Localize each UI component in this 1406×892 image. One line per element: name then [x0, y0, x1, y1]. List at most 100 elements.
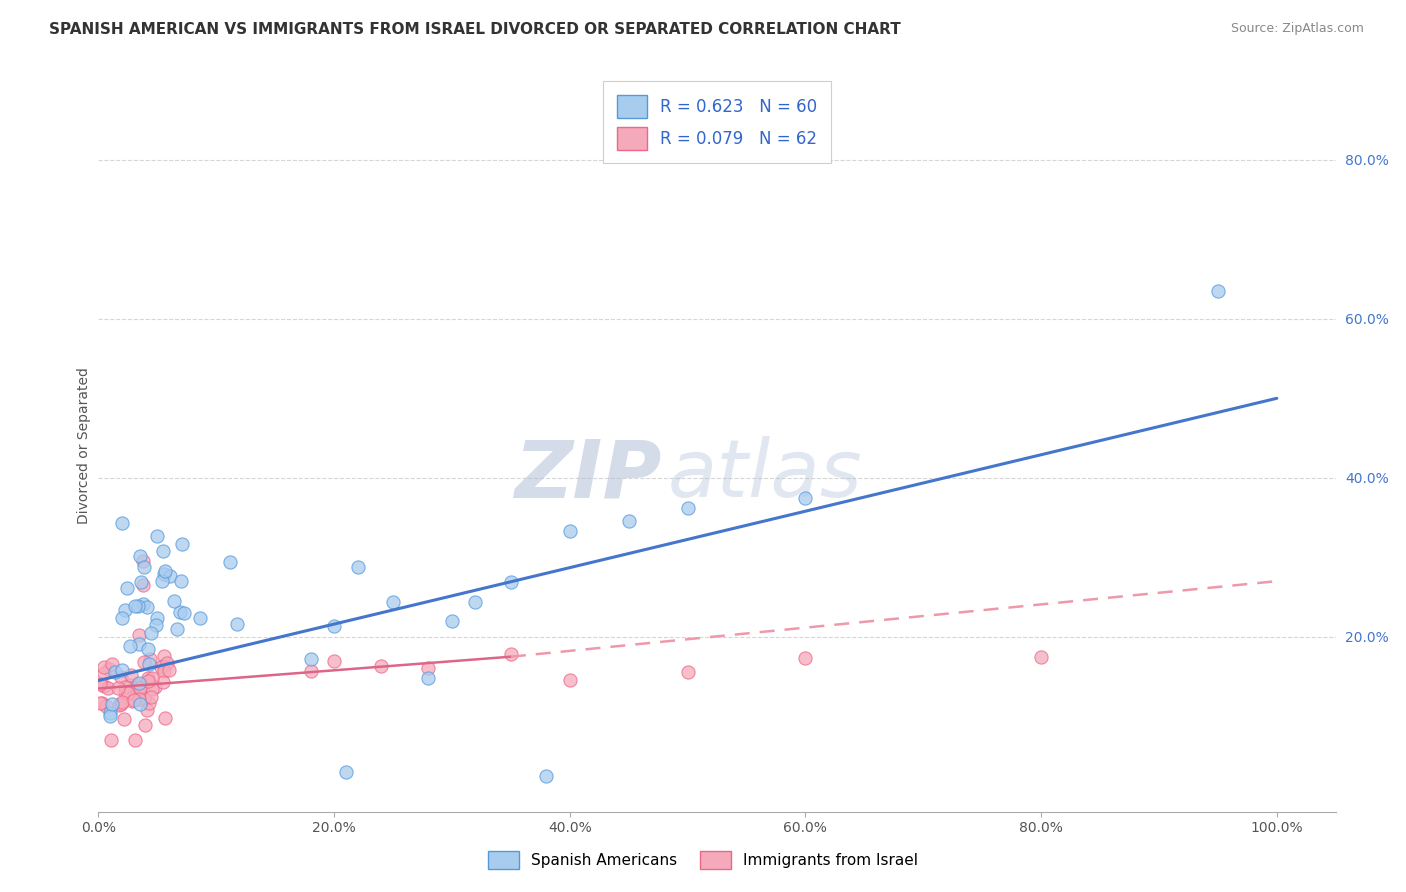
Point [91, 696, 114, 710]
Point [127, 680, 149, 694]
Text: Source: ZipAtlas.com: Source: ZipAtlas.com [1230, 22, 1364, 36]
Point [132, 554, 155, 568]
Point [150, 660, 173, 674]
Point [120, 667, 142, 681]
Point [558, 524, 581, 539]
Point [128, 628, 150, 642]
Point [111, 516, 134, 531]
Point [93, 660, 115, 674]
Point [166, 622, 188, 636]
Point [335, 764, 357, 779]
Point [499, 648, 522, 662]
Point [153, 566, 176, 581]
Point [114, 685, 136, 699]
Point [128, 549, 150, 564]
Point [129, 681, 152, 695]
Text: SPANISH AMERICAN VS IMMIGRANTS FROM ISRAEL DIVORCED OR SEPARATED CORRELATION CHA: SPANISH AMERICAN VS IMMIGRANTS FROM ISRA… [49, 22, 901, 37]
Point [100, 657, 122, 672]
Point [323, 654, 346, 668]
Point [141, 681, 163, 696]
Legend: Spanish Americans, Immigrants from Israel: Spanish Americans, Immigrants from Israe… [482, 845, 924, 875]
Point [128, 698, 150, 712]
Point [146, 529, 169, 543]
Point [93, 665, 115, 680]
Point [150, 574, 173, 588]
Point [346, 560, 368, 574]
Point [794, 651, 817, 665]
Point [141, 690, 163, 705]
Point [136, 642, 159, 657]
Point [124, 733, 146, 747]
Point [132, 691, 155, 706]
Point [101, 698, 124, 712]
Point [153, 664, 176, 678]
Point [173, 606, 195, 620]
Point [97, 681, 120, 695]
Point [134, 718, 156, 732]
Point [139, 626, 162, 640]
Point [138, 657, 160, 671]
Point [676, 500, 699, 515]
Point [111, 663, 134, 677]
Point [127, 599, 149, 613]
Point [382, 595, 405, 609]
Point [98, 662, 121, 676]
Point [100, 733, 122, 747]
Point [114, 603, 136, 617]
Point [93, 680, 115, 694]
Point [617, 514, 640, 528]
Point [129, 575, 152, 590]
Point [125, 677, 148, 691]
Point [418, 661, 440, 675]
Point [225, 617, 247, 632]
Point [558, 673, 581, 688]
Point [219, 555, 242, 569]
Point [190, 611, 212, 625]
Point [323, 619, 346, 633]
Point [155, 564, 177, 578]
Point [440, 614, 463, 628]
Point [110, 697, 132, 711]
Point [94, 698, 117, 713]
Point [138, 696, 160, 710]
Point [98, 709, 121, 723]
Legend: R = 0.623   N = 60, R = 0.079   N = 62: R = 0.623 N = 60, R = 0.079 N = 62 [603, 81, 831, 163]
Point [299, 664, 322, 678]
Point [128, 685, 150, 699]
Point [110, 611, 132, 625]
Point [115, 581, 138, 595]
Point [1029, 650, 1052, 665]
Point [128, 637, 150, 651]
Point [108, 698, 131, 712]
Point [143, 680, 166, 694]
Point [129, 680, 152, 694]
Point [89, 676, 111, 690]
Point [136, 702, 159, 716]
Point [110, 670, 132, 684]
Point [111, 695, 134, 709]
Point [89, 696, 111, 710]
Point [120, 640, 142, 654]
Point [132, 560, 155, 574]
Point [135, 600, 157, 615]
Point [1206, 284, 1229, 298]
Point [145, 611, 167, 625]
Point [107, 681, 129, 695]
Point [464, 594, 486, 608]
Point [499, 575, 522, 590]
Point [132, 655, 155, 669]
Point [170, 574, 193, 588]
Point [156, 656, 179, 670]
Point [139, 651, 162, 665]
Point [159, 568, 181, 582]
Point [141, 671, 163, 685]
Text: atlas: atlas [668, 436, 862, 515]
Text: ZIP: ZIP [515, 436, 661, 515]
Point [169, 605, 191, 619]
Point [676, 665, 699, 679]
Point [155, 711, 177, 725]
Point [534, 769, 557, 783]
Point [122, 692, 145, 706]
Point [121, 694, 143, 708]
Point [100, 706, 122, 720]
